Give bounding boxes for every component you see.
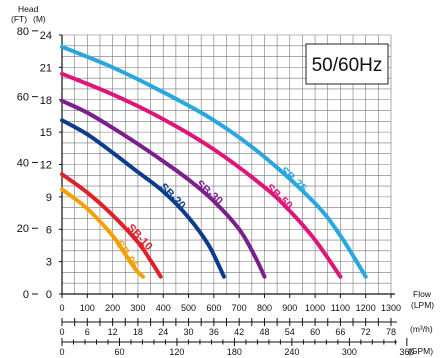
y-tick-label-ft: 60 — [17, 92, 29, 104]
x-tick-label-m3h: 0 — [59, 327, 64, 337]
y-tick-label-ft: 40 — [17, 157, 29, 169]
x-tick-label-m3h: 24 — [158, 327, 168, 337]
x-tick-label-m3h: 42 — [234, 327, 244, 337]
y-tick-label-m: 6 — [46, 224, 52, 236]
x-tick-label-lpm: 900 — [282, 303, 297, 313]
series-line-sb-30 — [60, 98, 267, 279]
y-axis-unit-ft: (FT) — [11, 14, 27, 24]
x-tick-label-lpm: 200 — [105, 303, 120, 313]
x-tick-label-lpm: 0 — [59, 303, 64, 313]
x-tick-label-m3h: 54 — [285, 327, 295, 337]
y-tick-label-m: 24 — [40, 30, 52, 42]
x-tick-label-m3h: 72 — [361, 327, 371, 337]
x-tick-label-m3h: 78 — [386, 327, 396, 337]
series-line-sb-20 — [60, 118, 226, 279]
y-tick-label-m: 9 — [46, 192, 52, 204]
x-tick-label-gpm: 240 — [284, 347, 299, 357]
x-tick-label-lpm: 500 — [181, 303, 196, 313]
axes — [32, 30, 408, 346]
x-tick-label-m3h: 12 — [108, 327, 118, 337]
series-line-sb-05 — [60, 187, 145, 279]
series-label-sb-75: SB-75 — [278, 165, 309, 195]
x-tick-label-lpm: 300 — [130, 303, 145, 313]
x-tick-label-m3h: 66 — [335, 327, 345, 337]
x-tick-label-m3h: 36 — [209, 327, 219, 337]
x-tick-label-lpm: 600 — [206, 303, 221, 313]
x-tick-label-gpm: 0 — [59, 347, 64, 357]
x-tick-label-m3h: 48 — [259, 327, 269, 337]
series-label-sb-05: SB-05 — [113, 239, 140, 272]
series-lines — [60, 44, 368, 279]
x-tick-label-lpm: 1000 — [305, 303, 325, 313]
x-tick-label-gpm: 300 — [342, 347, 357, 357]
x-tick-label-m3h: 30 — [184, 327, 194, 337]
y-tick-label-ft: 0 — [23, 289, 29, 301]
x-tick-label-lpm: 100 — [80, 303, 95, 313]
y-axis-unit-m: (M) — [33, 14, 46, 24]
x-tick-label-m3h: 60 — [310, 327, 320, 337]
y-axis-title: Head — [18, 4, 39, 14]
frequency-annotation: 50/60Hz — [312, 55, 383, 76]
x-tick-label-lpm: 700 — [232, 303, 247, 313]
x-tick-label-gpm: 120 — [169, 347, 184, 357]
x-tick-label-lpm: 1300 — [381, 303, 401, 313]
y-tick-label-ft: 20 — [17, 223, 29, 235]
x-tick-label-m3h: 18 — [133, 327, 143, 337]
y-tick-label-m: 0 — [46, 289, 52, 301]
x-tick-label-lpm: 800 — [257, 303, 272, 313]
x-tick-label-lpm: 400 — [156, 303, 171, 313]
x-tick-label-gpm: 60 — [114, 347, 124, 357]
y-tick-label-m: 12 — [40, 160, 52, 172]
series-line-sb-75 — [60, 44, 368, 279]
series-line-sb-50 — [60, 71, 343, 279]
y-tick-label-m: 18 — [40, 95, 52, 107]
x-axis-unit-lpm: (LPM) — [411, 300, 434, 310]
x-tick-label-m3h: 6 — [85, 327, 90, 337]
x-tick-label-gpm: 180 — [227, 347, 242, 357]
x-axis-unit-m3h: (m³/h) — [410, 324, 433, 334]
y-tick-label-m: 15 — [40, 127, 52, 139]
x-axis-unit-gpm: (GPM) — [408, 346, 433, 356]
frequency-box — [305, 43, 389, 85]
series-label-sb-30: SB-30 — [193, 178, 225, 207]
x-tick-label-lpm: 1200 — [356, 303, 376, 313]
x-axis-title: Flow — [413, 289, 432, 299]
y-tick-label-ft: 80 — [17, 26, 29, 38]
x-tick-label-gpm: 360 — [399, 347, 414, 357]
x-tick-label-lpm: 1100 — [331, 303, 350, 313]
series-line-sb-10 — [60, 172, 163, 279]
y-tick-label-m: 3 — [46, 257, 52, 269]
y-tick-label-m: 21 — [40, 62, 52, 74]
